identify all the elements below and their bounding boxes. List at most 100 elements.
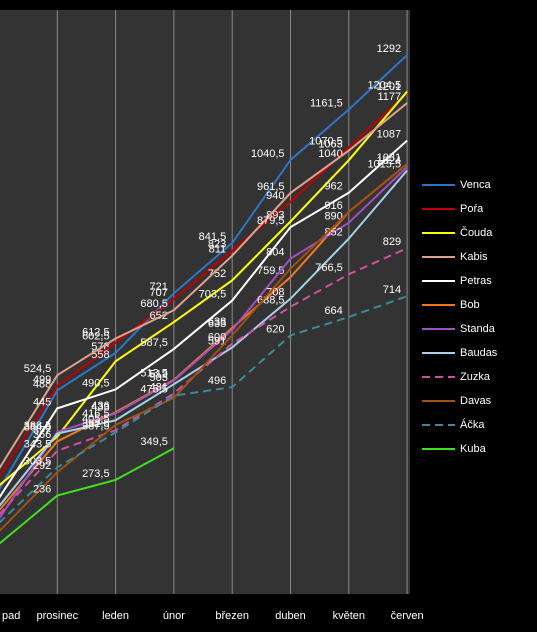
- data-label: 612,5: [82, 326, 110, 338]
- data-label: 591: [208, 335, 226, 347]
- data-label: 292: [33, 460, 51, 472]
- legend-label: Standa: [460, 323, 496, 335]
- data-label: 387,5: [82, 420, 110, 432]
- data-label: 499: [33, 374, 51, 386]
- data-label: 823: [208, 239, 226, 251]
- data-label: 445: [33, 396, 51, 408]
- data-label: 707: [150, 287, 168, 299]
- data-label: 1063: [318, 138, 342, 150]
- data-label: 490,5: [82, 377, 110, 389]
- data-label: 804: [266, 247, 284, 259]
- data-label: 916: [324, 200, 342, 212]
- legend-label: Davas: [460, 395, 492, 407]
- data-label: 752: [208, 268, 226, 280]
- series-line: [0, 54, 408, 490]
- data-label: 384,5: [24, 422, 52, 434]
- legend-label: Čouda: [460, 226, 493, 239]
- data-label: 811: [209, 244, 227, 256]
- data-label: 1161,5: [310, 97, 343, 109]
- data-label: 664: [324, 305, 342, 317]
- data-label: 366: [33, 429, 51, 441]
- data-label: 602,5: [82, 331, 110, 343]
- data-label: 475,5: [140, 384, 168, 396]
- legend-label: Venca: [460, 179, 491, 191]
- data-label: 620: [266, 323, 284, 335]
- data-label: 962: [324, 181, 342, 193]
- data-label: 852: [324, 227, 342, 239]
- data-label: 829: [383, 236, 401, 248]
- series-line: [0, 139, 408, 499]
- data-label: 688,5: [257, 295, 285, 307]
- data-label: 349,5: [140, 436, 168, 448]
- series-line: [0, 90, 408, 487]
- data-label: 558: [91, 349, 109, 361]
- data-label: 708: [266, 287, 284, 299]
- data-label: 524,5: [24, 363, 52, 375]
- series-line: [0, 102, 408, 470]
- series-line: [0, 163, 408, 532]
- x-tick-label: duben: [275, 610, 306, 622]
- x-tick-label: pad: [2, 610, 20, 622]
- data-label: 1070,5: [309, 135, 343, 147]
- data-label: 488: [33, 378, 51, 390]
- data-label: 721: [150, 281, 168, 293]
- data-label: 600: [208, 332, 226, 344]
- series-line: [0, 295, 408, 524]
- data-label: 405,5: [82, 413, 110, 425]
- data-label: 436: [91, 400, 109, 412]
- data-label: 513,5: [140, 368, 168, 380]
- data-label: 633: [208, 318, 226, 330]
- x-tick-label: prosinec: [37, 610, 79, 622]
- data-label: 392,5: [82, 418, 110, 430]
- data-label: 1177: [377, 91, 401, 103]
- data-label: 961,5: [257, 181, 285, 193]
- data-label: 893: [266, 209, 284, 221]
- legend-label: Baudas: [460, 347, 498, 359]
- data-label: 303,5: [24, 455, 52, 467]
- data-label: 940: [266, 190, 284, 202]
- data-label: 1024: [377, 155, 401, 167]
- series-line: [0, 247, 408, 516]
- data-label: 766,5: [315, 262, 343, 274]
- data-label: 587,5: [140, 337, 168, 349]
- legend-label: Áčka: [460, 418, 485, 431]
- data-label: 273,5: [82, 468, 110, 480]
- plot-area: [0, 10, 410, 594]
- data-label: 1204,5: [367, 79, 401, 91]
- legend-label: Kabis: [460, 251, 488, 263]
- legend-label: Bob: [460, 299, 480, 311]
- legend-label: Petras: [460, 275, 492, 287]
- x-tick-label: leden: [102, 610, 129, 622]
- data-label: 1040,5: [251, 148, 285, 160]
- data-label: 841,5: [199, 231, 227, 243]
- series-line: [0, 163, 408, 511]
- legend-label: Zuzka: [460, 371, 491, 383]
- data-label: 714: [383, 284, 401, 296]
- data-label: 638: [208, 316, 226, 328]
- data-label: 1087: [377, 128, 401, 140]
- series-line: [0, 166, 408, 520]
- data-label: 512: [150, 368, 168, 380]
- data-label: 703,5: [199, 288, 227, 300]
- data-label: 496: [208, 375, 226, 387]
- data-label: 343,5: [24, 439, 52, 451]
- data-label: 236: [33, 483, 51, 495]
- data-label: 1040: [318, 148, 342, 160]
- x-tick-label: květen: [333, 610, 365, 622]
- data-label: 503: [150, 372, 168, 384]
- legend-label: Kuba: [460, 443, 487, 455]
- data-label: 879,5: [257, 215, 285, 227]
- x-tick-label: březen: [215, 610, 249, 622]
- data-label: 1015,5: [367, 158, 401, 170]
- data-label: 433: [91, 401, 109, 413]
- legend-label: Poŕa: [460, 203, 484, 215]
- data-label: 416,5: [82, 408, 110, 420]
- data-label: 1292: [377, 43, 401, 55]
- x-tick-label: únor: [163, 610, 185, 622]
- series-line: [0, 447, 175, 545]
- data-label: 890: [324, 211, 342, 223]
- x-tick-label: červen: [391, 610, 424, 622]
- data-label: 1201: [377, 81, 401, 93]
